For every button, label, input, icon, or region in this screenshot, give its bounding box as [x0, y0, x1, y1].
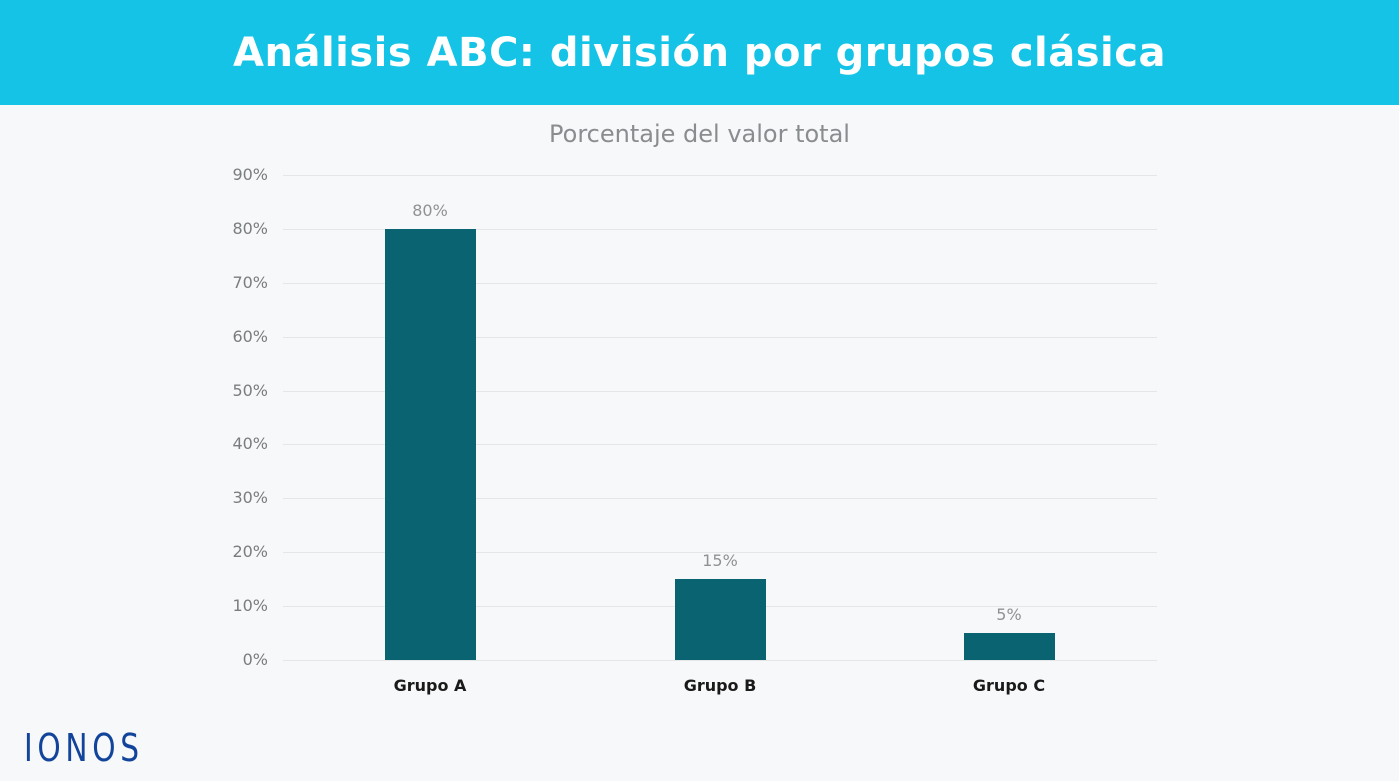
y-tick-label: 50% — [232, 380, 268, 400]
bar-grupo-b — [675, 579, 766, 660]
data-label: 5% — [996, 605, 1022, 625]
y-tick-label: 30% — [232, 488, 268, 508]
gridline — [283, 660, 1157, 661]
y-tick-label: 20% — [232, 542, 268, 562]
chart-title: Porcentaje del valor total — [549, 120, 850, 148]
gridline — [283, 552, 1157, 554]
gridline — [283, 444, 1157, 446]
x-tick-label: Grupo A — [393, 676, 467, 695]
data-label: 15% — [702, 551, 738, 571]
gridline — [283, 390, 1157, 392]
y-tick-label: 40% — [232, 434, 268, 454]
title-banner: Análisis ABC: división por grupos clásic… — [0, 0, 1399, 105]
ionos-logo: IONOS — [24, 726, 144, 770]
data-label: 80% — [412, 200, 448, 220]
y-tick-label: 10% — [232, 596, 268, 616]
gridline — [283, 228, 1157, 230]
gridline — [283, 175, 1157, 176]
gridline — [283, 336, 1157, 338]
gridline — [283, 498, 1157, 500]
bar-grupo-a — [385, 228, 476, 660]
bar-grupo-c — [964, 633, 1055, 660]
y-tick-label: 60% — [232, 326, 268, 346]
y-tick-label: 0% — [242, 650, 268, 669]
x-tick-label: Grupo B — [683, 676, 757, 695]
y-tick-label: 90% — [232, 165, 268, 184]
x-tick-label: Grupo C — [972, 676, 1046, 695]
y-tick-label: 80% — [232, 218, 268, 238]
y-tick-label: 70% — [232, 272, 268, 292]
gridline — [283, 282, 1157, 284]
plot-area — [283, 175, 1157, 661]
page-title: Análisis ABC: división por grupos clásic… — [233, 29, 1166, 76]
